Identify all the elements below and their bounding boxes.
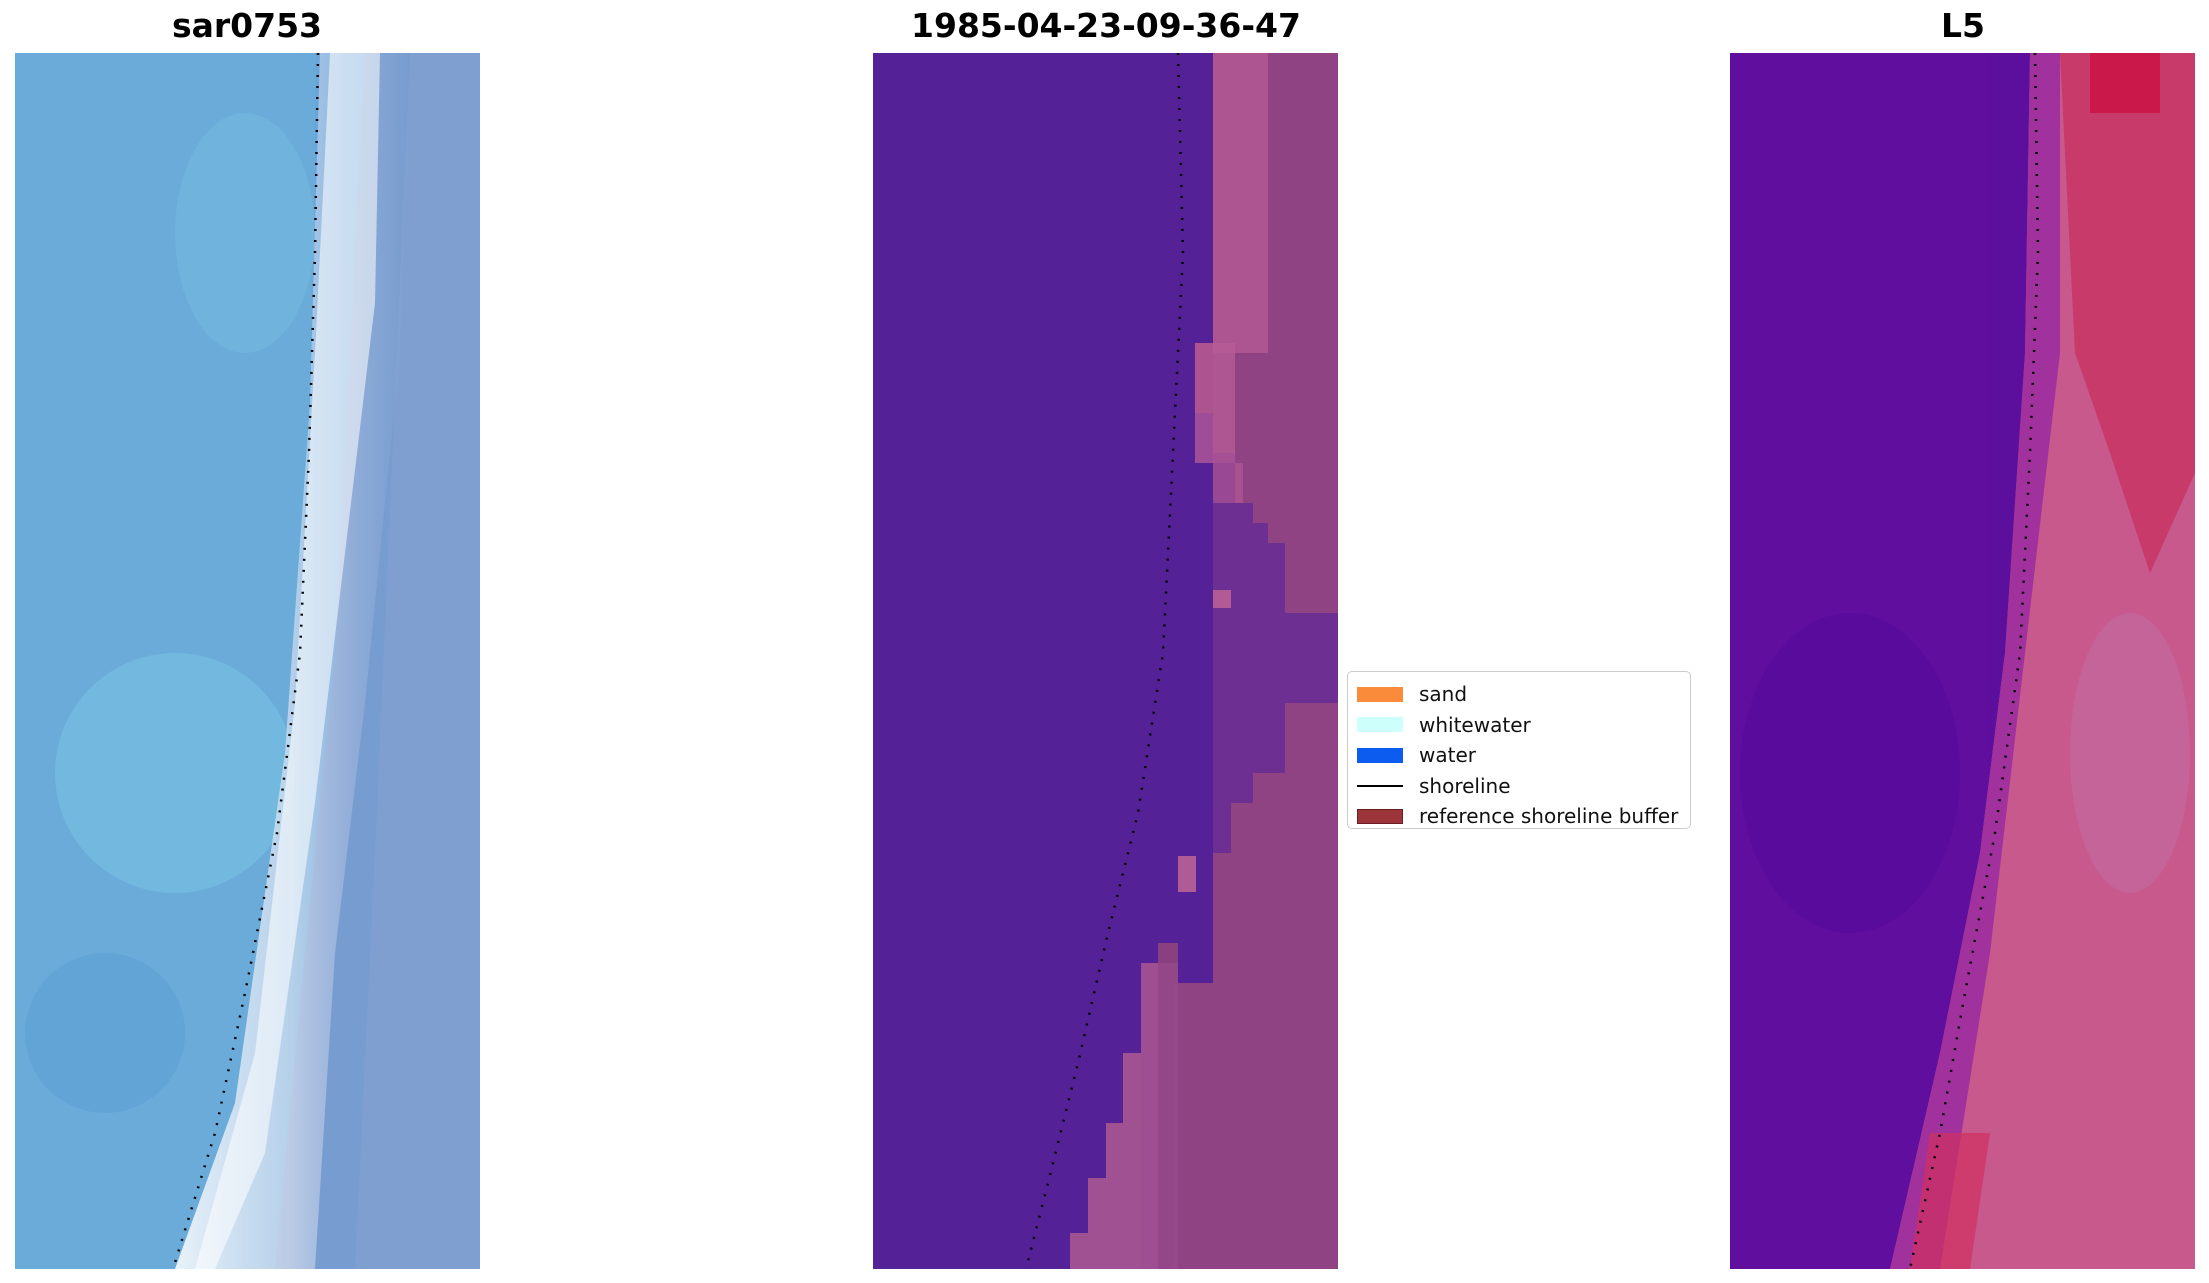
panel-title-3: L5 bbox=[1941, 6, 1985, 45]
legend-item-water: water bbox=[1355, 740, 1690, 771]
legend-item-sand: sand bbox=[1355, 679, 1690, 710]
rgb-image-panel bbox=[15, 53, 480, 1269]
reference-buffer-swatch bbox=[1357, 808, 1403, 824]
classified-image-panel bbox=[873, 53, 1338, 1269]
water-swatch bbox=[1357, 747, 1403, 763]
legend: sand whitewater water shoreline referenc… bbox=[1347, 671, 1691, 829]
panel-title-2: 1985-04-23-09-36-47 bbox=[911, 6, 1301, 45]
legend-label: whitewater bbox=[1419, 712, 1531, 737]
legend-item-whitewater: whitewater bbox=[1355, 710, 1690, 741]
legend-label: sand bbox=[1419, 682, 1468, 707]
panel-title-1: sar0753 bbox=[171, 6, 323, 45]
legend-label: shoreline bbox=[1419, 773, 1511, 798]
legend-item-shoreline: shoreline bbox=[1355, 771, 1690, 802]
whitewater-swatch bbox=[1357, 717, 1403, 733]
false-color-image-panel bbox=[1730, 53, 2195, 1269]
legend-label: water bbox=[1419, 743, 1476, 768]
legend-item-reference-buffer: reference shoreline buffer bbox=[1355, 801, 1690, 832]
legend-label: reference shoreline buffer bbox=[1419, 804, 1679, 829]
shoreline-swatch bbox=[1357, 784, 1403, 787]
sand-swatch bbox=[1357, 686, 1403, 702]
